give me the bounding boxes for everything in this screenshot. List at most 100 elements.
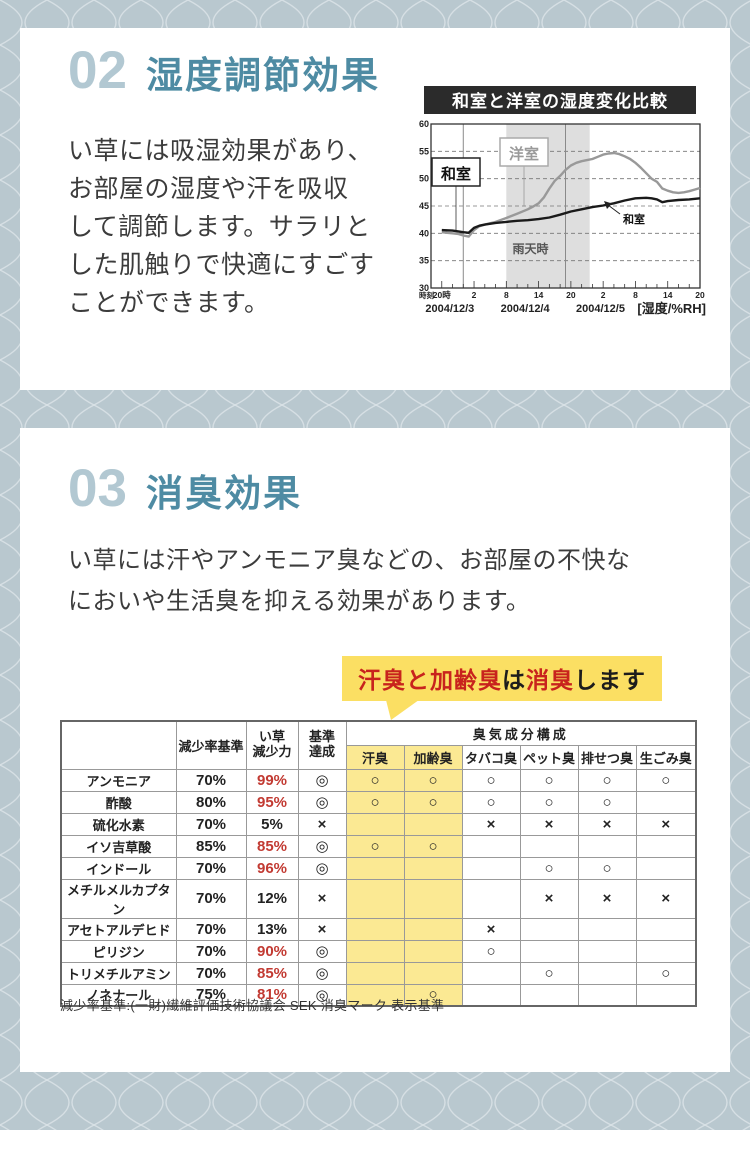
svg-text:8: 8 (633, 290, 638, 300)
svg-text:20時: 20時 (433, 290, 451, 300)
svg-text:和室: 和室 (623, 212, 645, 226)
reduction-standard-cell: 70% (175, 768, 247, 792)
igusa-reduction-cell: 5% (245, 812, 299, 836)
odor-mark-cell (635, 983, 697, 1007)
substance-name-cell: ピリジン (60, 939, 177, 963)
table-row: 硫化水素 70% 5% × × × × × (60, 812, 697, 836)
odor-mark-cell: × (635, 812, 697, 836)
substance-name-cell: インドール (60, 856, 177, 880)
humidity-description-line: い草には吸湿効果があり、 (68, 137, 374, 165)
odor-mark-cell: × (635, 878, 697, 919)
odor-mark-cell (577, 939, 637, 963)
igusa-reduction-cell: 13% (245, 917, 299, 941)
bubble-text-segment: します (574, 667, 646, 693)
odor-mark-cell: ○ (519, 790, 579, 814)
bubble-tail (384, 692, 430, 720)
substance-name-cell: ノネナール (60, 983, 177, 1007)
svg-text:20: 20 (695, 290, 705, 300)
substance-name-cell: アンモニア (60, 768, 177, 792)
odor-mark-cell (635, 790, 697, 814)
odor-mark-cell: ○ (461, 939, 521, 963)
odor-mark-cell (345, 856, 405, 880)
reduction-standard-cell: 70% (175, 812, 247, 836)
section-number: 03 (68, 459, 127, 518)
deodorant-description-line: い草には汗やアンモニア臭などの、お部屋の不快な (68, 547, 631, 574)
odor-mark-cell: ○ (461, 790, 521, 814)
odor-mark-cell: ○ (519, 961, 579, 985)
igusa-reduction-cell: 12% (245, 878, 299, 919)
standard-met-cell: ◎ (297, 856, 347, 880)
odor-mark-cell (461, 961, 521, 985)
igusa-reduction-cell: 95% (245, 790, 299, 814)
odor-mark-cell (577, 983, 637, 1007)
odor-mark-cell (345, 961, 405, 985)
odor-mark-cell (403, 856, 463, 880)
odor-mark-cell: ○ (345, 834, 405, 858)
standard-met-header-line: 基準 (308, 729, 335, 745)
substance-name-cell: トリメチルアミン (60, 961, 177, 985)
svg-text:30: 30 (419, 283, 429, 293)
standard-met-header-line: 達成 (308, 744, 335, 760)
reduction-standard-header: 減少率基準 (175, 720, 247, 770)
svg-text:45: 45 (419, 201, 429, 211)
odor-mark-cell (635, 939, 697, 963)
humidity-section-card: 02 湿度調節効果 い草には吸湿効果があり、 お部屋の湿度や汗を吸収 して調節し… (20, 28, 730, 390)
standard-met-cell: ◎ (297, 961, 347, 985)
odor-mark-cell: ○ (345, 768, 405, 792)
odor-mark-cell (403, 917, 463, 941)
substance-name-cell: アセトアルデヒド (60, 917, 177, 941)
table-row: イソ吉草酸 85% 85% ◎ ○ ○ (60, 834, 697, 858)
bottom-white-strip (0, 1130, 750, 1172)
odor-mark-cell (345, 878, 405, 919)
standard-met-cell: ◎ (297, 939, 347, 963)
table-row: インドール 70% 96% ◎ ○ ○ (60, 856, 697, 880)
igusa-power-header-line: 減少力 (252, 744, 292, 760)
odor-mark-cell (403, 961, 463, 985)
odor-mark-cell (635, 917, 697, 941)
odor-mark-cell (403, 878, 463, 919)
svg-text:35: 35 (419, 256, 429, 266)
odor-mark-cell: × (519, 812, 579, 836)
svg-text:2004/12/3: 2004/12/3 (425, 303, 474, 315)
igusa-reduction-cell: 85% (245, 961, 299, 985)
odor-mark-cell (345, 812, 405, 836)
blank-header-cell (60, 720, 177, 770)
odor-mark-cell: × (461, 917, 521, 941)
humidity-description: い草には吸湿効果があり、 お部屋の湿度や汗を吸収 して調節します。サラリと した… (68, 132, 375, 322)
odor-mark-cell: × (577, 812, 637, 836)
reduction-standard-cell: 80% (175, 790, 247, 814)
reduction-standard-cell: 70% (175, 878, 247, 919)
humidity-description-line: した肌触りで快適にすごす (68, 251, 375, 279)
odor-group-header: 臭気成分構成 (345, 720, 697, 746)
odor-mark-cell (461, 834, 521, 858)
standard-met-cell: × (297, 917, 347, 941)
odor-mark-cell (577, 961, 637, 985)
standard-met-header: 基準 達成 (297, 720, 347, 770)
svg-text:2004/12/4: 2004/12/4 (501, 303, 551, 315)
odor-mark-cell: ○ (519, 768, 579, 792)
odor-mark-cell: ○ (403, 834, 463, 858)
svg-text:和室: 和室 (441, 165, 471, 183)
standard-met-cell: ◎ (297, 834, 347, 858)
standard-met-cell: ◎ (297, 983, 347, 1007)
section-title: 消臭効果 (145, 473, 302, 514)
svg-text:14: 14 (663, 290, 673, 300)
svg-text:和室と洋室の湿度変化比較: 和室と洋室の湿度変化比較 (452, 91, 668, 111)
odor-mark-cell: × (461, 812, 521, 836)
igusa-reduction-cell: 85% (245, 834, 299, 858)
odor-mark-cell (461, 878, 521, 919)
svg-text:55: 55 (419, 146, 429, 156)
table-row: 酢酸 80% 95% ◎ ○ ○ ○ ○ ○ (60, 790, 697, 814)
odor-mark-cell: ○ (635, 768, 697, 792)
odor-mark-cell: ○ (577, 790, 637, 814)
odor-header-pet: ペット臭 (519, 744, 579, 770)
odor-mark-cell (519, 939, 579, 963)
reduction-standard-cell: 70% (175, 961, 247, 985)
standard-met-cell: ◎ (297, 790, 347, 814)
section-number: 02 (68, 41, 127, 100)
odor-mark-cell: ○ (403, 768, 463, 792)
humidity-comparison-chart: 和室と洋室の湿度変化比較 60 55 50 45 40 35 30 雨天時 和室 洋室 和室 時刻 20時… (416, 82, 720, 322)
odor-mark-cell (345, 917, 405, 941)
odor-mark-cell (345, 939, 405, 963)
odor-mark-cell (635, 834, 697, 858)
